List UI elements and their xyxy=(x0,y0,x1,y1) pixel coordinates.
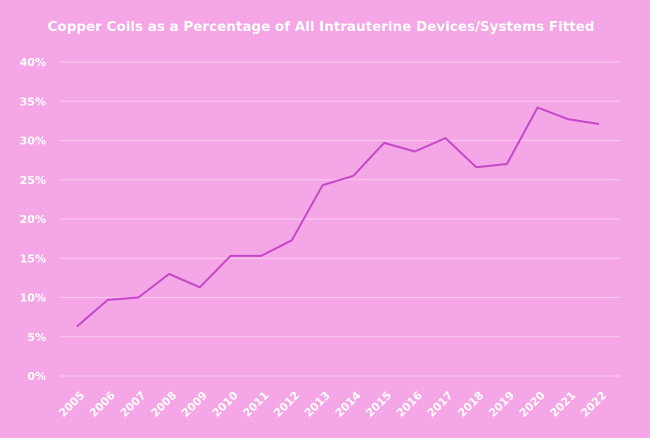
series-line xyxy=(76,106,600,328)
chart-title: Copper Coils as a Percentage of All Intr… xyxy=(48,19,595,35)
x-tick-label: 2020 xyxy=(517,389,548,420)
x-tick-label: 2010 xyxy=(210,389,241,420)
x-tick-label: 2015 xyxy=(363,389,394,420)
x-tick-label: 2013 xyxy=(302,389,333,420)
x-tick-label: 2012 xyxy=(271,389,302,420)
x-tick-label: 2007 xyxy=(118,389,149,420)
x-tick-label: 2016 xyxy=(394,389,425,420)
x-tick-label: 2021 xyxy=(548,389,579,420)
series-group xyxy=(76,106,600,328)
x-tick-label: 2014 xyxy=(333,389,364,420)
y-tick-label: 10% xyxy=(20,292,46,305)
y-tick-label: 15% xyxy=(20,252,46,265)
y-tick-label: 30% xyxy=(20,135,46,148)
x-tick-label: 2009 xyxy=(179,389,210,420)
x-tick-label: 2011 xyxy=(241,389,272,420)
y-tick-label: 5% xyxy=(27,331,46,344)
y-axis-ticks: 0% 5% 10% 15% 20% 25% 30% 35% 40% xyxy=(20,56,46,383)
y-tick-label: 20% xyxy=(20,213,46,226)
y-tick-label: 40% xyxy=(20,56,46,69)
x-tick-label: 2019 xyxy=(486,389,517,420)
x-tick-label: 2017 xyxy=(425,389,456,420)
x-tick-label: 2006 xyxy=(87,389,118,420)
y-tick-label: 25% xyxy=(20,174,46,187)
y-tick-label: 35% xyxy=(20,95,46,108)
x-tick-label: 2022 xyxy=(578,389,609,420)
x-axis-ticks: 2005 2006 2007 2008 2009 2010 2011 2012 2013 2014… xyxy=(56,389,609,420)
x-tick-label: 2008 xyxy=(148,389,179,420)
x-tick-label: 2018 xyxy=(455,389,486,420)
x-tick-label: 2005 xyxy=(56,389,87,420)
y-tick-label: 0% xyxy=(27,370,46,383)
